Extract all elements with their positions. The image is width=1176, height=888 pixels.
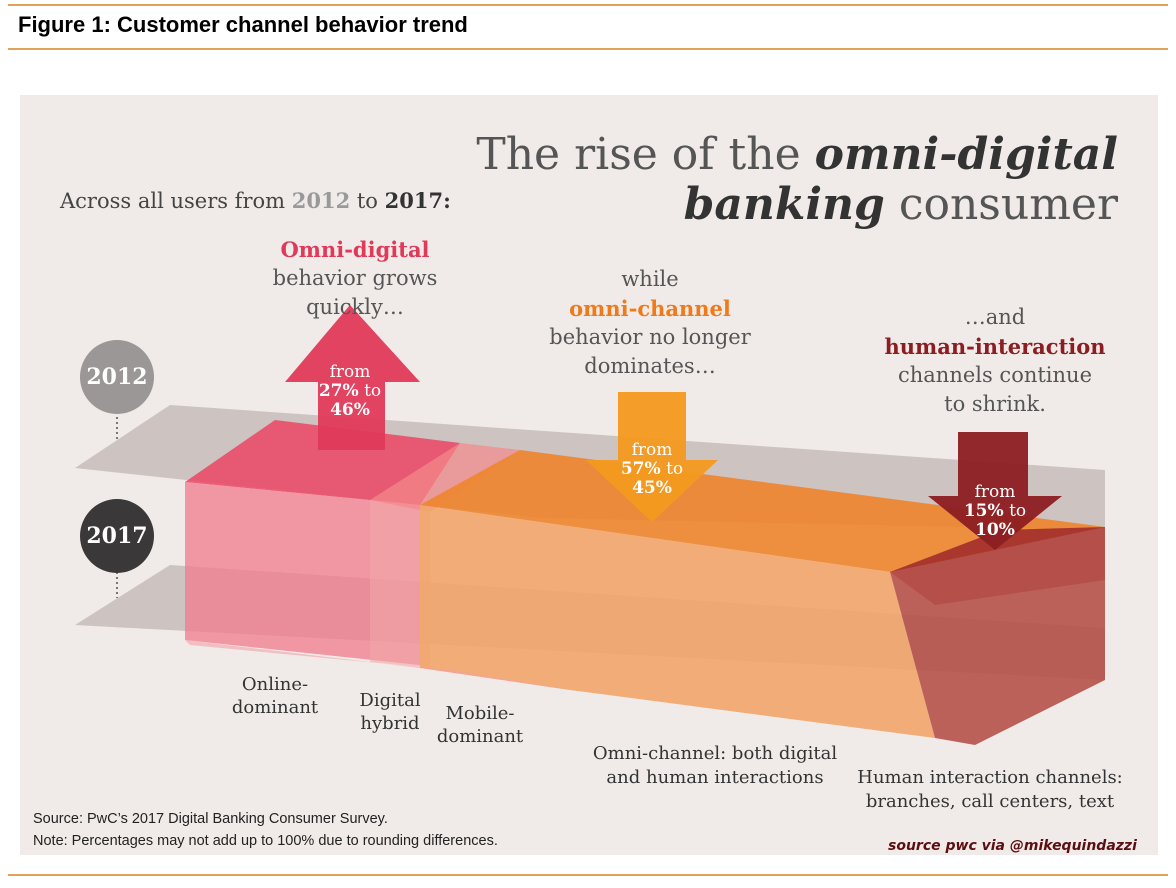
callout-omni-channel: while omni-channel behavior no longer do…: [549, 267, 751, 378]
segment-label-omni-channel: Omni-channel: both digital and human inte…: [592, 743, 838, 788]
down-arrow-human: [928, 432, 1062, 550]
credit-text: source pwc via @mikequindazzi: [888, 838, 1137, 854]
bar-front-orange: [420, 505, 935, 738]
segment-label-human: Human interaction channels: branches, cal…: [857, 767, 1123, 812]
callout-human-interaction: …and human-interaction channels continue…: [884, 305, 1106, 416]
bar-bottom-pink: [185, 640, 570, 690]
arrow-label-human: from 15% to 10%: [963, 482, 1027, 540]
figure-title: Figure 1: Customer channel behavior tren…: [18, 12, 468, 37]
headline: The rise of the omni-digital banking con…: [476, 129, 1118, 230]
bar-front-maroon: [890, 527, 1105, 745]
bar-front-pink: [185, 482, 420, 665]
bottom-rule: [8, 874, 1168, 876]
intro-text: Across all users from 2012 to 2017:: [60, 188, 451, 213]
callout-omni-digital: Omni-digital behavior grows quickly…: [272, 237, 438, 319]
title-rule: [8, 48, 1168, 50]
year-badge-2012: 2012: [80, 340, 154, 414]
bar-top-hybrid: [370, 443, 520, 512]
arrow-label-omni-channel: from 57% to 45%: [620, 440, 684, 498]
arrow-label-omni-digital: from 27% to 46%: [318, 362, 382, 420]
bar-front-hybrid: [370, 500, 430, 668]
bar-top-orange: [420, 450, 1105, 572]
source-note: Source: PwC’s 2017 Digital Banking Consu…: [33, 811, 498, 849]
year-badge-2017: 2017: [80, 499, 154, 573]
segment-label-hybrid: Digital hybrid: [359, 690, 421, 734]
bar-top-pink: [185, 420, 460, 505]
top-rule: [8, 4, 1168, 6]
segment-label-online: Online-dominant: [231, 674, 319, 718]
down-arrow-omni-channel: [586, 392, 718, 522]
up-arrow-omni-digital: [285, 305, 420, 450]
segment-label-mobile: Mobile-dominant: [436, 703, 524, 747]
